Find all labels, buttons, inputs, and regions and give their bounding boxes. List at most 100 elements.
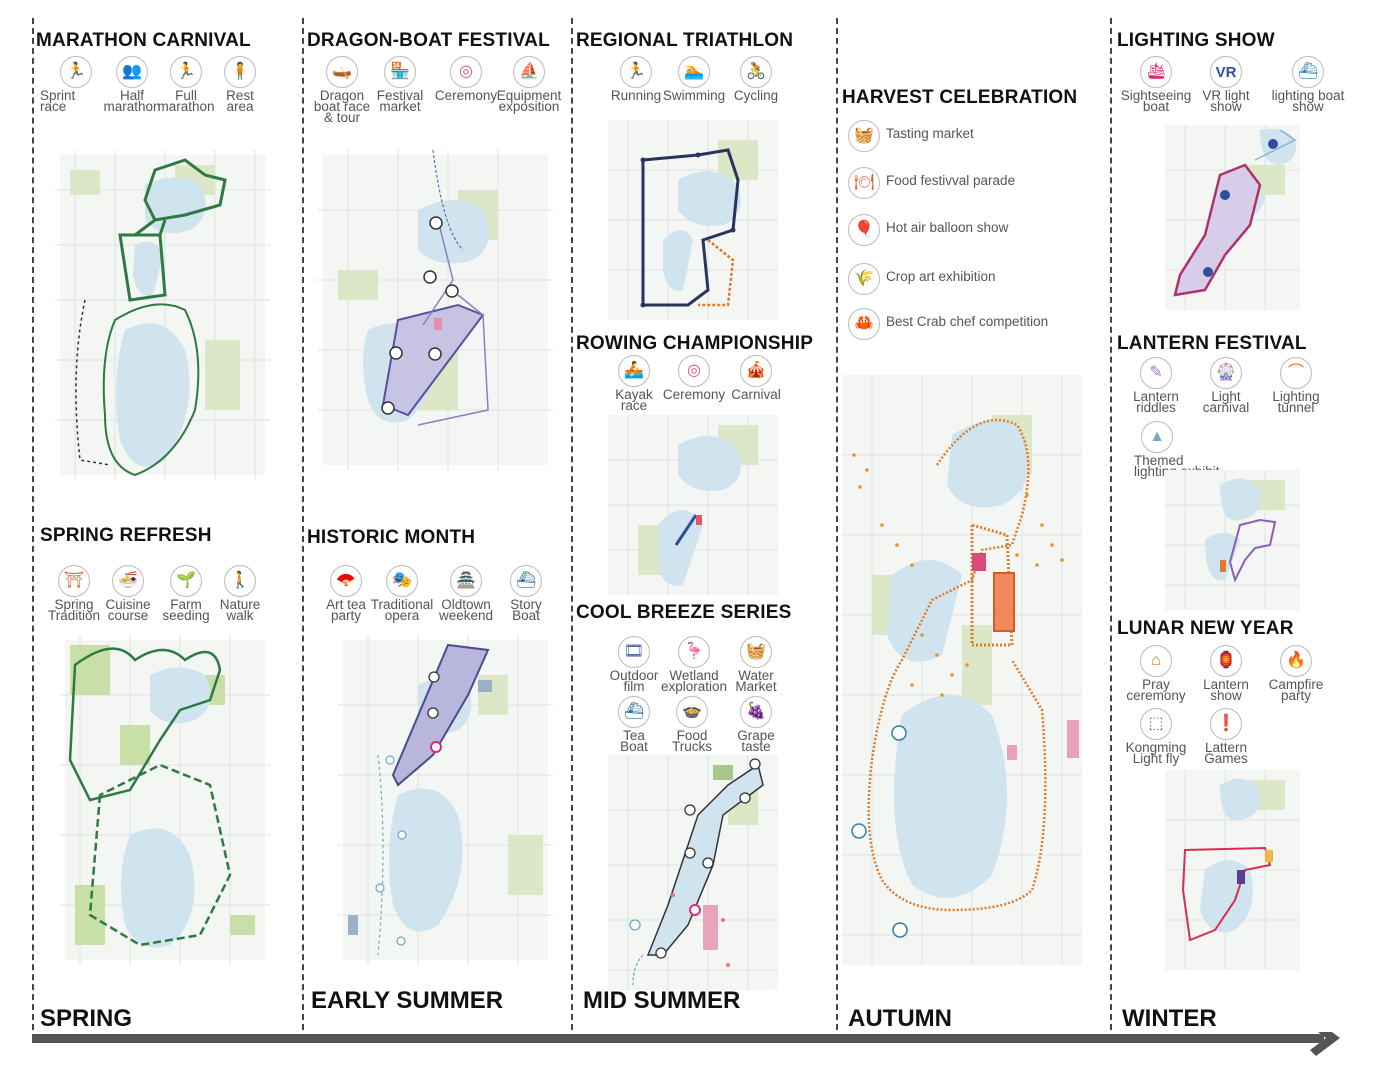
activity-label: Half marathon [103, 88, 161, 114]
event-title: HARVEST CELEBRATION [842, 87, 1078, 108]
activity-label: Sprint race [40, 88, 76, 114]
season-label: WINTER [1122, 1005, 1217, 1032]
activity-label: lighting boat show [1271, 88, 1345, 114]
activity-item: ❗ Lattern Games [1190, 708, 1262, 765]
group-runners-icon: 👥 [116, 56, 148, 88]
activity-label: Lantern show [1203, 677, 1249, 703]
harvest-map [842, 375, 1082, 965]
rowing-map [608, 415, 778, 595]
fan-icon: 🪭 [330, 565, 362, 597]
activity-label: Traditional opera [370, 597, 434, 623]
tower-icon: ▲ [1141, 421, 1173, 453]
dragon-boat-route-map [318, 149, 553, 470]
runner-icon: 🏃 [620, 56, 652, 88]
activity-item: 🏃 Running [600, 56, 672, 103]
activity-item: 🏃 Sprint race [40, 56, 112, 114]
basket-icon: 🧺 [740, 636, 772, 668]
tunnel-icon: ⌒ [1280, 357, 1312, 389]
activity-item: 🏮 Lantern show [1190, 645, 1262, 703]
activity-item: ⛴ lighting boat show [1258, 56, 1358, 114]
activity-item: 🎡 Light carnival [1190, 357, 1262, 414]
sprout-icon: 🌱 [170, 565, 202, 597]
activity-item: 🧍 Rest area [204, 56, 276, 113]
triathlon-route-map [608, 120, 778, 320]
event-title: SPRING REFRESH [40, 525, 212, 546]
activity-item: 🦩 Wetland exploration [658, 636, 730, 694]
event-title: DRAGON-BOAT FESTIVAL [307, 30, 550, 51]
activity-item: 🍇 Grape taste [720, 696, 792, 753]
event-title: HISTORIC MONTH [307, 527, 476, 548]
activity-item: ✎ Lantern riddles [1120, 357, 1192, 415]
activity-label: Hot air balloon show [886, 219, 1009, 235]
activity-label: Food Trucks [672, 728, 712, 754]
activity-label: Nature walk [219, 597, 261, 623]
activity-item: ⌒ Lighting tunnel [1260, 357, 1332, 415]
activity-label: Full marathon [157, 88, 215, 114]
historic-month-map [338, 635, 553, 965]
activity-label: Water Market [735, 668, 777, 694]
pagoda-icon: 🏯 [450, 565, 482, 597]
activity-item: 🧺 Tasting market [848, 120, 974, 152]
event-title: LIGHTING SHOW [1117, 30, 1275, 51]
cool-breeze-map [608, 755, 778, 990]
activity-item: 🏃 Full marathon [150, 56, 222, 114]
bowl-icon: 🍜 [112, 565, 144, 597]
activity-label: Tasting market [886, 125, 974, 141]
activity-label: Story Boat [510, 597, 542, 623]
boat-icon: ⛴ [618, 696, 650, 728]
activity-item: ⌂ Pray ceremony [1120, 645, 1192, 702]
event-title: REGIONAL TRIATHLON [576, 30, 794, 51]
activity-label: Farm seeding [162, 597, 210, 623]
grapes-icon: 🍇 [740, 696, 772, 728]
activity-item: 🏪 Festival market [364, 56, 436, 113]
activity-label: Art tea party [326, 597, 366, 623]
campfire-icon: 🔥 [1280, 645, 1312, 677]
lantern-icon: 🏮 [1210, 645, 1242, 677]
activity-label: Kayak race [615, 387, 653, 413]
season-label: SPRING [40, 1005, 133, 1032]
cruise-boat-icon: 🛳 [1140, 56, 1172, 88]
activity-item: 👥 Half marathon [96, 56, 168, 114]
activity-label: Carnival [731, 387, 781, 402]
event-title: LANTERN FESTIVAL [1117, 333, 1307, 354]
column-divider [571, 18, 573, 1030]
activity-label: Equipment exposition [496, 88, 562, 114]
activity-label: Sightseeing boat [1120, 88, 1192, 114]
activity-label: Ceremony [434, 88, 498, 103]
walking-couple-icon: 🚶 [224, 565, 256, 597]
column-divider [32, 18, 34, 1030]
market-icon: 🏪 [384, 56, 416, 88]
activity-item: 🚶 Nature walk [204, 565, 276, 623]
activity-label: Best Crab chef competition [886, 313, 1049, 329]
activity-label: Lighting tunnel [1272, 389, 1320, 415]
activity-label: Campfire party [1268, 677, 1324, 703]
spring-refresh-map [60, 635, 270, 965]
activity-label: Lantern riddles [1133, 389, 1179, 415]
vr-icon: VR [1210, 56, 1242, 88]
lighting-show-map [1165, 125, 1300, 310]
column-divider [836, 18, 838, 1030]
activity-item: ▲ Themed lighting exhibit [1120, 421, 1230, 478]
lunar-new-year-map [1165, 770, 1300, 970]
activity-label: Wetland exploration [660, 668, 728, 694]
crab-icon: 🦀 [848, 308, 880, 340]
dragon-boat-icon: 🛶 [326, 56, 358, 88]
activity-label: Swimming [662, 88, 726, 103]
activity-item: 🎈 Hot air balloon show [848, 214, 1008, 246]
activity-label: Running [610, 88, 662, 103]
activity-item: ⛵ Equipment exposition [493, 56, 565, 114]
target-icon: ◎ [450, 56, 482, 88]
activity-item: 🌱 Farm seeding [150, 565, 222, 623]
runner-icon: 🏃 [60, 56, 92, 88]
target-icon: ◎ [678, 355, 710, 387]
plate-icon: 🍽 [848, 167, 880, 199]
equipment-icon: ⛵ [513, 56, 545, 88]
activity-item: VR VR light show [1190, 56, 1262, 113]
shrine-icon: ⌂ [1140, 645, 1172, 677]
activity-item: ⛴ Tea Boat [598, 696, 670, 754]
activity-label: Cycling [733, 88, 779, 103]
activity-item: 🎭 Traditional opera [366, 565, 438, 623]
activity-label: Tea Boat [620, 728, 648, 754]
boat-icon: ⛴ [510, 565, 542, 597]
activity-label: Ceremony [662, 387, 726, 402]
